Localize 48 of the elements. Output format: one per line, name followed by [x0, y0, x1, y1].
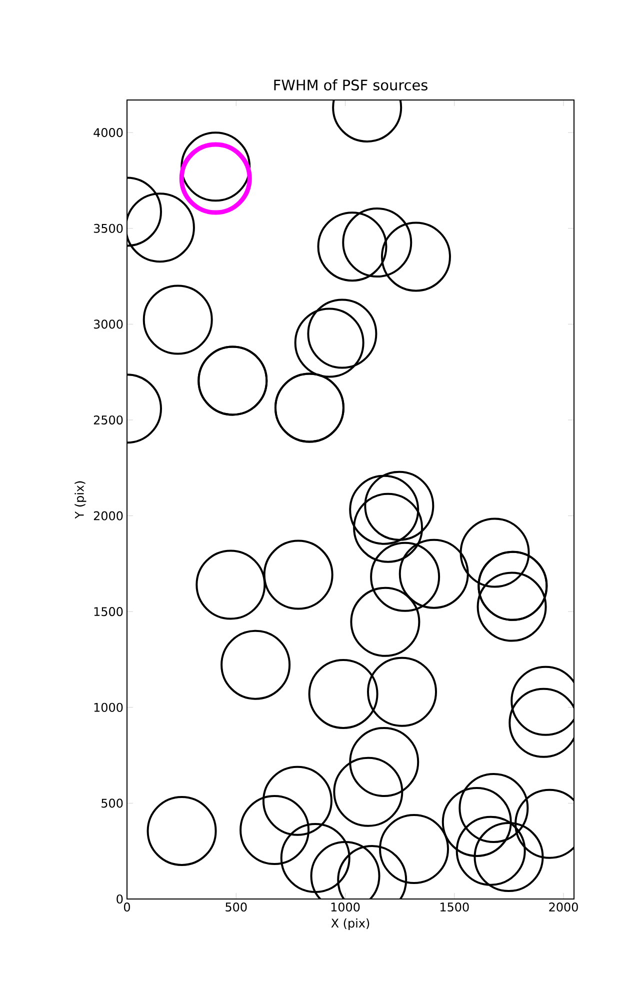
point	[294, 308, 364, 378]
y-tick-label: 1500	[94, 607, 123, 616]
x-tick-label: 1500	[440, 902, 469, 912]
x-tick-label: 0	[124, 902, 130, 912]
point	[179, 142, 252, 215]
y-tick-label: 500	[102, 798, 123, 808]
point	[333, 756, 404, 827]
y-tick-label: 0	[116, 894, 123, 904]
point	[196, 550, 266, 620]
y-tick-label: 1000	[94, 702, 123, 712]
point	[367, 656, 438, 727]
point	[263, 540, 334, 610]
point	[262, 766, 332, 836]
point	[317, 212, 388, 282]
point	[476, 572, 547, 642]
y-tick-label: 4000	[94, 128, 123, 138]
point	[458, 772, 529, 843]
y-tick-label: 2000	[94, 511, 123, 520]
y-tick-label: 2500	[94, 415, 123, 424]
point	[307, 298, 378, 369]
point	[280, 822, 350, 893]
point	[146, 796, 217, 866]
x-tick-label: 2000	[549, 902, 578, 912]
point	[460, 518, 530, 588]
x-tick-label: 500	[226, 902, 247, 912]
point	[398, 538, 469, 609]
point	[220, 630, 291, 700]
point	[240, 795, 310, 866]
point	[364, 470, 434, 541]
point	[349, 726, 420, 797]
point	[379, 814, 450, 884]
point	[308, 658, 378, 729]
point	[442, 786, 512, 857]
point	[350, 586, 420, 657]
y-tick-label: 3000	[94, 320, 123, 329]
chart-title: FWHM of PSF sources	[274, 79, 428, 90]
y-tick-label: 3500	[94, 224, 123, 233]
y-axis-title: Y (pix)	[74, 481, 86, 519]
point	[456, 816, 526, 886]
point	[142, 284, 213, 355]
point	[474, 822, 544, 892]
x-axis-title: X (pix)	[331, 918, 370, 930]
x-tick-label: 1000	[331, 902, 360, 912]
point	[342, 208, 412, 278]
point	[380, 222, 451, 292]
point	[353, 492, 424, 563]
point	[370, 542, 440, 612]
point	[349, 474, 420, 545]
